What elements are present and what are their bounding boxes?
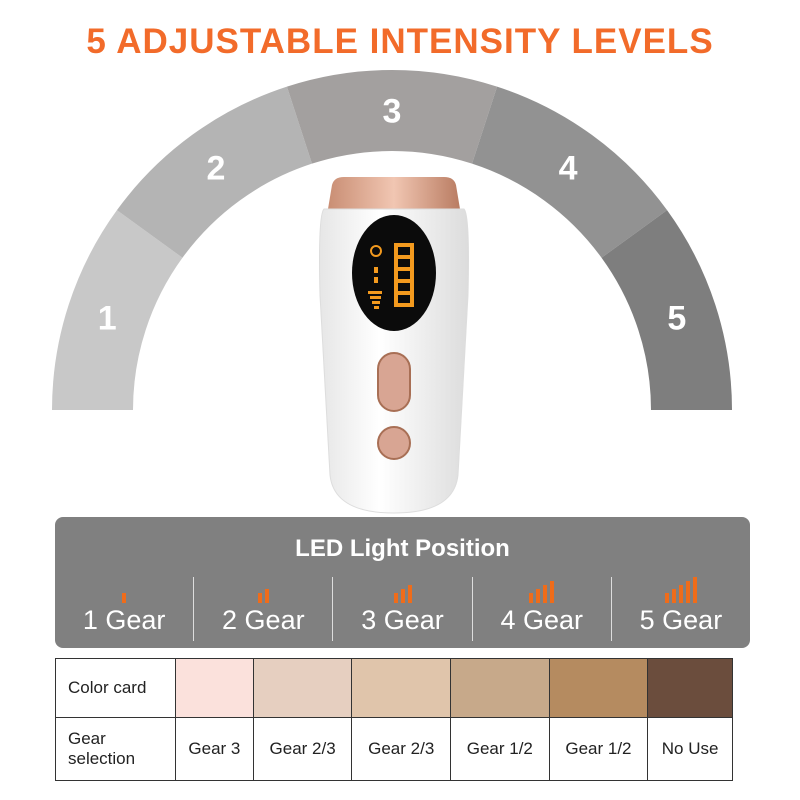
arc-segment-2 [116,86,312,258]
gear-item: 3 Gear [332,577,471,641]
signal-bars-icon [612,577,750,603]
led-light-position-panel: LED Light Position 1 Gear 2 Gear 3 Gear 4 G… [55,517,750,648]
gear-item: 2 Gear [193,577,332,641]
gear-list: 1 Gear 2 Gear 3 Gear 4 Gear 5 Gear [55,577,750,641]
panel-title: LED Light Position [295,535,510,562]
gear-label: 1 Gear [82,605,166,635]
arc-segment-1 [52,210,183,410]
gear-recommendation: No Use [647,717,733,781]
gear-label: 3 Gear [361,605,444,635]
lcd-digits-icon [368,243,414,309]
arc-level-label: 5 [667,299,686,337]
color-swatch [548,658,649,718]
gear-recommendation: Gear 3 [175,717,254,781]
gear-item: 1 Gear [55,577,193,641]
intensity-arc: 1 2 3 4 5 [52,69,732,410]
flash-button [377,352,411,412]
arc-level-label: 3 [383,93,402,131]
arc-segment-3 [286,69,498,164]
gear-item: 4 Gear [471,577,611,641]
arc-segment-4 [472,86,668,258]
signal-bars-icon [194,577,332,603]
color-swatch [351,658,452,718]
gear-recommendation: Gear 1/2 [548,717,649,781]
signal-bars-icon [55,577,193,603]
color-swatch [647,658,733,718]
gear-recommendation: Gear 2/3 [252,717,353,781]
headline: 5 ADJUSTABLE INTENSITY LEVELS [86,22,714,61]
device-head [328,177,460,209]
color-card-header: Color card [55,658,176,718]
signal-bars-icon [333,577,471,603]
arc-segment-5 [601,210,732,410]
arc-level-label: 2 [206,150,225,188]
gear-item: 5 Gear [610,577,750,641]
gear-recommendation: Gear 2/3 [351,717,452,781]
color-swatch [175,658,254,718]
power-button [377,426,411,460]
ipl-device-image [319,177,469,514]
color-swatch [252,658,353,718]
skin-color-table: Color card Gear selection Gear 3 Gear 2/3… [55,658,733,781]
color-swatch [450,658,550,718]
arc-level-label: 1 [98,299,117,337]
gear-label: 5 Gear [639,605,723,635]
signal-bars-icon [473,577,611,603]
gear-selection-header: Gear selection [55,717,176,781]
gear-label: 2 Gear [222,605,305,635]
arc-level-label: 4 [559,150,578,188]
gear-recommendation: Gear 1/2 [450,717,550,781]
gear-label: 4 Gear [500,605,583,635]
